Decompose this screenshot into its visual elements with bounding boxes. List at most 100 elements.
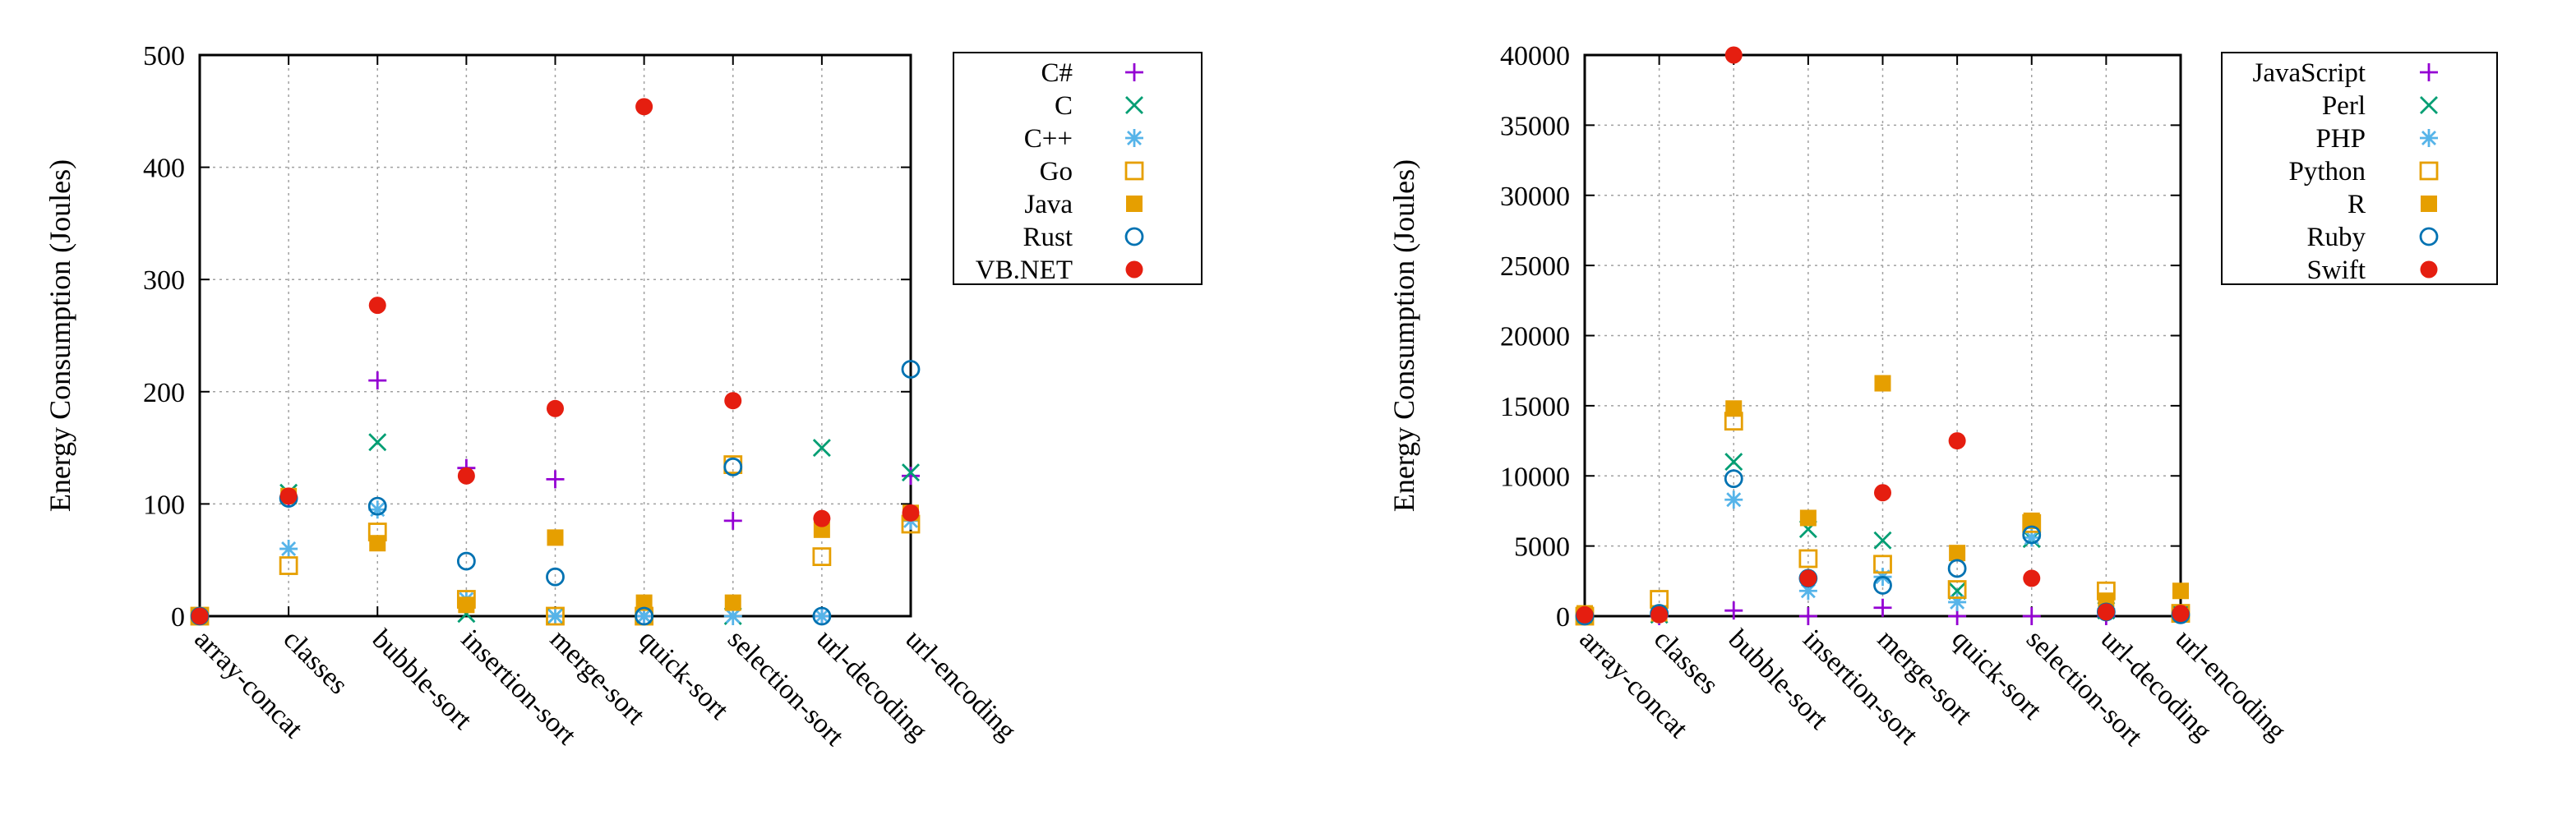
y-axis: 0 100 200 300 400 500 bbox=[143, 41, 911, 633]
data-point-square-filled bbox=[369, 535, 386, 552]
x-tick-label: classes bbox=[277, 624, 353, 700]
data-point-square-open bbox=[812, 547, 832, 567]
data-point-plus bbox=[368, 371, 387, 390]
y-tick-label: 100 bbox=[143, 490, 185, 520]
data-point-circle-open bbox=[546, 567, 565, 587]
data-point-square-filled bbox=[1126, 196, 1143, 212]
x-axis: array-concatclassesbubble-sortinsertion-… bbox=[1573, 55, 2292, 753]
data-point-circle-filled bbox=[1724, 46, 1743, 64]
legend-item: C++ bbox=[1024, 124, 1143, 154]
legend-label: Rust bbox=[1023, 223, 1073, 252]
data-point-circle-filled bbox=[1799, 569, 1817, 587]
data-point-circle-open bbox=[1947, 559, 1967, 578]
legend-label: JavaScript bbox=[2253, 58, 2366, 88]
data-point-circle-filled bbox=[279, 487, 298, 505]
legend-item: Java bbox=[1024, 190, 1143, 219]
data-point-plus bbox=[1724, 601, 1743, 620]
legend-item: PHP bbox=[2315, 124, 2438, 154]
legend-label: VB.NET bbox=[976, 255, 1073, 285]
data-point-square-open bbox=[1947, 580, 1967, 599]
data-point-circle-filled bbox=[1948, 432, 1966, 450]
data-point-star bbox=[1798, 582, 1817, 601]
legend-label: R bbox=[2347, 190, 2366, 219]
y-tick-label: 40000 bbox=[1500, 41, 1570, 71]
data-point-square-open bbox=[2419, 161, 2439, 181]
legend-label: C bbox=[1055, 91, 1073, 121]
legend-label: Ruby bbox=[2306, 223, 2366, 252]
data-point-square-filled bbox=[458, 596, 475, 614]
data-point-square-open bbox=[1873, 555, 1892, 574]
series-vb-net bbox=[191, 98, 920, 625]
legend-label: C# bbox=[1041, 58, 1073, 88]
data-points bbox=[1575, 46, 2191, 626]
data-point-circle-open bbox=[2419, 227, 2439, 246]
data-point-circle-filled bbox=[635, 98, 653, 116]
data-point-circle-filled bbox=[1576, 605, 1594, 624]
data-point-circle-open bbox=[901, 360, 921, 379]
data-point-cross bbox=[1125, 96, 1143, 114]
data-point-circle-filled bbox=[1874, 484, 1891, 502]
data-point-square-open bbox=[546, 606, 565, 626]
data-point-circle-filled bbox=[191, 607, 209, 625]
data-point-circle-filled bbox=[813, 509, 831, 527]
legend-item: C bbox=[1055, 91, 1143, 121]
data-point-star bbox=[546, 607, 565, 625]
legend-label: Python bbox=[2288, 157, 2366, 186]
data-point-circle-filled bbox=[2420, 260, 2438, 279]
data-point-square-filled bbox=[1949, 545, 1966, 562]
data-point-square-open bbox=[1124, 161, 1144, 181]
data-point-plus bbox=[2420, 63, 2438, 81]
y-tick-label: 20000 bbox=[1500, 322, 1570, 352]
y-tick-label: 0 bbox=[1556, 602, 1570, 633]
y-tick-label: 200 bbox=[143, 378, 185, 408]
legend: C#CC++ Go Java Rust VB.NET bbox=[953, 52, 1203, 285]
data-point-square-filled bbox=[2421, 196, 2437, 212]
data-point-square-filled bbox=[1725, 400, 1743, 417]
legend-label: PHP bbox=[2315, 124, 2366, 154]
legend-label: C++ bbox=[1024, 124, 1073, 154]
data-point-cross bbox=[2420, 96, 2438, 114]
data-point-square-filled bbox=[724, 594, 741, 611]
data-points bbox=[190, 98, 921, 626]
legend-item: R bbox=[2347, 190, 2437, 219]
grid bbox=[1585, 55, 2181, 616]
y-tick-label: 30000 bbox=[1500, 182, 1570, 212]
y-tick-label: 15000 bbox=[1500, 392, 1570, 422]
data-point-circle-filled bbox=[457, 467, 475, 485]
data-point-square-filled bbox=[2172, 582, 2189, 600]
data-point-circle-open bbox=[723, 457, 743, 476]
data-point-circle-open bbox=[1724, 469, 1743, 489]
data-point-square-filled bbox=[1874, 375, 1891, 392]
data-point-square-open bbox=[1798, 549, 1818, 569]
y-tick-label: 300 bbox=[143, 265, 185, 296]
data-point-cross bbox=[902, 463, 920, 482]
legend-label: Go bbox=[1040, 157, 1073, 186]
data-point-star bbox=[2420, 129, 2438, 147]
data-point-plus bbox=[902, 467, 920, 486]
data-point-circle-filled bbox=[724, 392, 742, 410]
data-point-circle-open bbox=[635, 606, 654, 626]
data-point-plus bbox=[1798, 607, 1817, 625]
data-point-square-filled bbox=[1799, 509, 1817, 527]
data-point-circle-filled bbox=[902, 504, 920, 522]
legend-item: JavaScript bbox=[2253, 58, 2438, 88]
legend-label: Swift bbox=[2306, 255, 2366, 285]
data-point-star bbox=[368, 500, 387, 519]
data-point-plus bbox=[1873, 598, 1892, 617]
data-point-star bbox=[635, 607, 653, 625]
legend-item: Python bbox=[2288, 157, 2439, 186]
data-point-circle-filled bbox=[547, 399, 564, 417]
data-point-plus bbox=[2022, 607, 2041, 625]
data-point-cross bbox=[368, 433, 387, 452]
legend-item: Go bbox=[1040, 157, 1144, 186]
y-axis: 0 5000 10000 15000 20000 25000 30000 35000 40000 bbox=[1500, 41, 2181, 633]
data-point-cross bbox=[812, 439, 831, 458]
data-point-star bbox=[279, 540, 298, 559]
data-point-square-filled bbox=[635, 594, 653, 611]
legend-item: C# bbox=[1041, 58, 1143, 88]
data-point-circle-open bbox=[367, 496, 387, 516]
